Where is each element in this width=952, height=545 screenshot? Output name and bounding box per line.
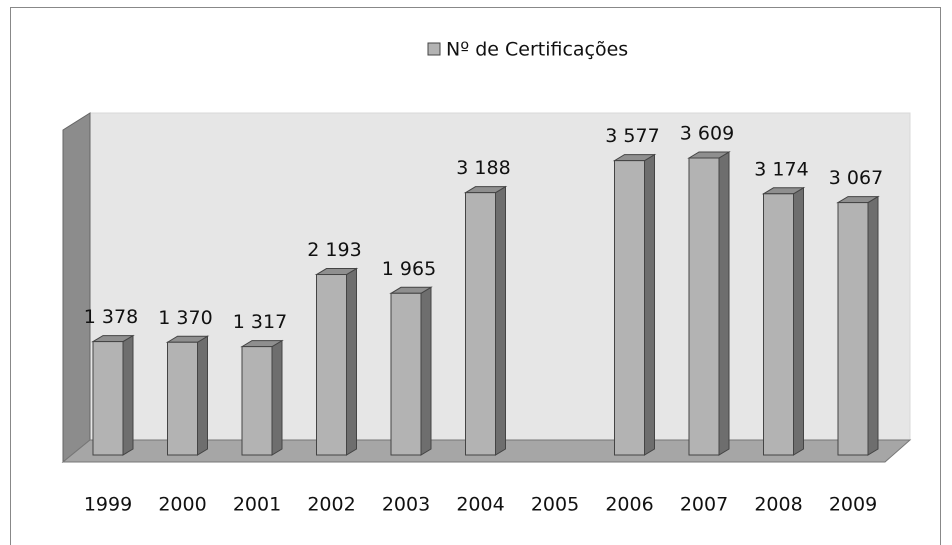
x-tick-label: 1999 (84, 494, 132, 516)
x-tick-label: 2009 (829, 494, 877, 516)
bar (465, 192, 496, 456)
bar-side (122, 334, 134, 456)
bar (614, 160, 645, 456)
data-label: 3 174 (754, 158, 808, 180)
legend-swatch (427, 42, 441, 56)
bar-side (495, 185, 506, 456)
bar-side (271, 339, 283, 456)
side-wall (62, 112, 91, 464)
bar-side (346, 267, 357, 456)
x-tick-label: 2004 (456, 494, 504, 516)
x-tick-label: 2008 (754, 494, 802, 516)
bar (763, 193, 794, 456)
data-label: 3 188 (456, 157, 510, 179)
bar-side (644, 153, 655, 456)
bar (688, 157, 720, 456)
x-tick-label: 2003 (382, 494, 430, 516)
data-label: 2 193 (307, 239, 361, 261)
bar (837, 202, 869, 456)
x-tick-label: 2000 (158, 494, 206, 516)
bar (241, 346, 273, 456)
bar (92, 341, 124, 456)
bar-side (793, 186, 804, 456)
data-label: 3 067 (829, 167, 883, 189)
x-tick-label: 2006 (605, 494, 653, 516)
data-label: 3 577 (605, 125, 659, 147)
bar-side (867, 195, 879, 456)
bar (316, 274, 347, 456)
data-label: 1 317 (233, 311, 287, 333)
data-label: 1 965 (382, 258, 436, 280)
chart-border (10, 7, 941, 545)
bar (390, 292, 422, 456)
x-tick-label: 2007 (680, 494, 728, 516)
bar (167, 341, 198, 456)
data-label: 1 378 (84, 306, 138, 328)
bar-side (197, 335, 208, 456)
bar-side (420, 286, 432, 456)
x-tick-label: 2001 (233, 494, 281, 516)
x-tick-label: 2005 (531, 494, 579, 516)
data-label: 1 370 (158, 307, 212, 329)
legend-label: Nº de Certificações (446, 39, 628, 61)
x-tick-label: 2002 (307, 494, 355, 516)
data-label: 3 609 (680, 123, 734, 145)
bar-side (718, 151, 730, 456)
